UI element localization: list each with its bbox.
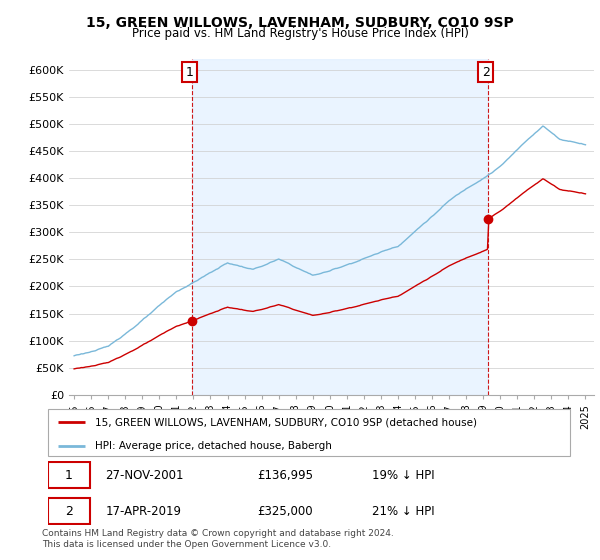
Text: 2: 2 <box>65 505 73 517</box>
Text: Price paid vs. HM Land Registry's House Price Index (HPI): Price paid vs. HM Land Registry's House … <box>131 27 469 40</box>
Text: 27-NOV-2001: 27-NOV-2001 <box>106 469 184 482</box>
FancyBboxPatch shape <box>48 409 570 456</box>
Text: £136,995: £136,995 <box>257 469 313 482</box>
Bar <box>192 59 488 395</box>
Text: 19% ↓ HPI: 19% ↓ HPI <box>371 469 434 482</box>
Text: 21% ↓ HPI: 21% ↓ HPI <box>371 505 434 517</box>
Text: HPI: Average price, detached house, Babergh: HPI: Average price, detached house, Babe… <box>95 441 332 451</box>
Text: 1: 1 <box>185 66 193 78</box>
FancyBboxPatch shape <box>48 462 90 488</box>
Text: 1: 1 <box>65 469 73 482</box>
Text: 17-APR-2019: 17-APR-2019 <box>106 505 181 517</box>
Text: 2: 2 <box>482 66 490 78</box>
FancyBboxPatch shape <box>48 498 90 524</box>
Text: Contains HM Land Registry data © Crown copyright and database right 2024.
This d: Contains HM Land Registry data © Crown c… <box>42 529 394 549</box>
Text: £325,000: £325,000 <box>257 505 313 517</box>
Text: 15, GREEN WILLOWS, LAVENHAM, SUDBURY, CO10 9SP (detached house): 15, GREEN WILLOWS, LAVENHAM, SUDBURY, CO… <box>95 417 477 427</box>
Text: 15, GREEN WILLOWS, LAVENHAM, SUDBURY, CO10 9SP: 15, GREEN WILLOWS, LAVENHAM, SUDBURY, CO… <box>86 16 514 30</box>
